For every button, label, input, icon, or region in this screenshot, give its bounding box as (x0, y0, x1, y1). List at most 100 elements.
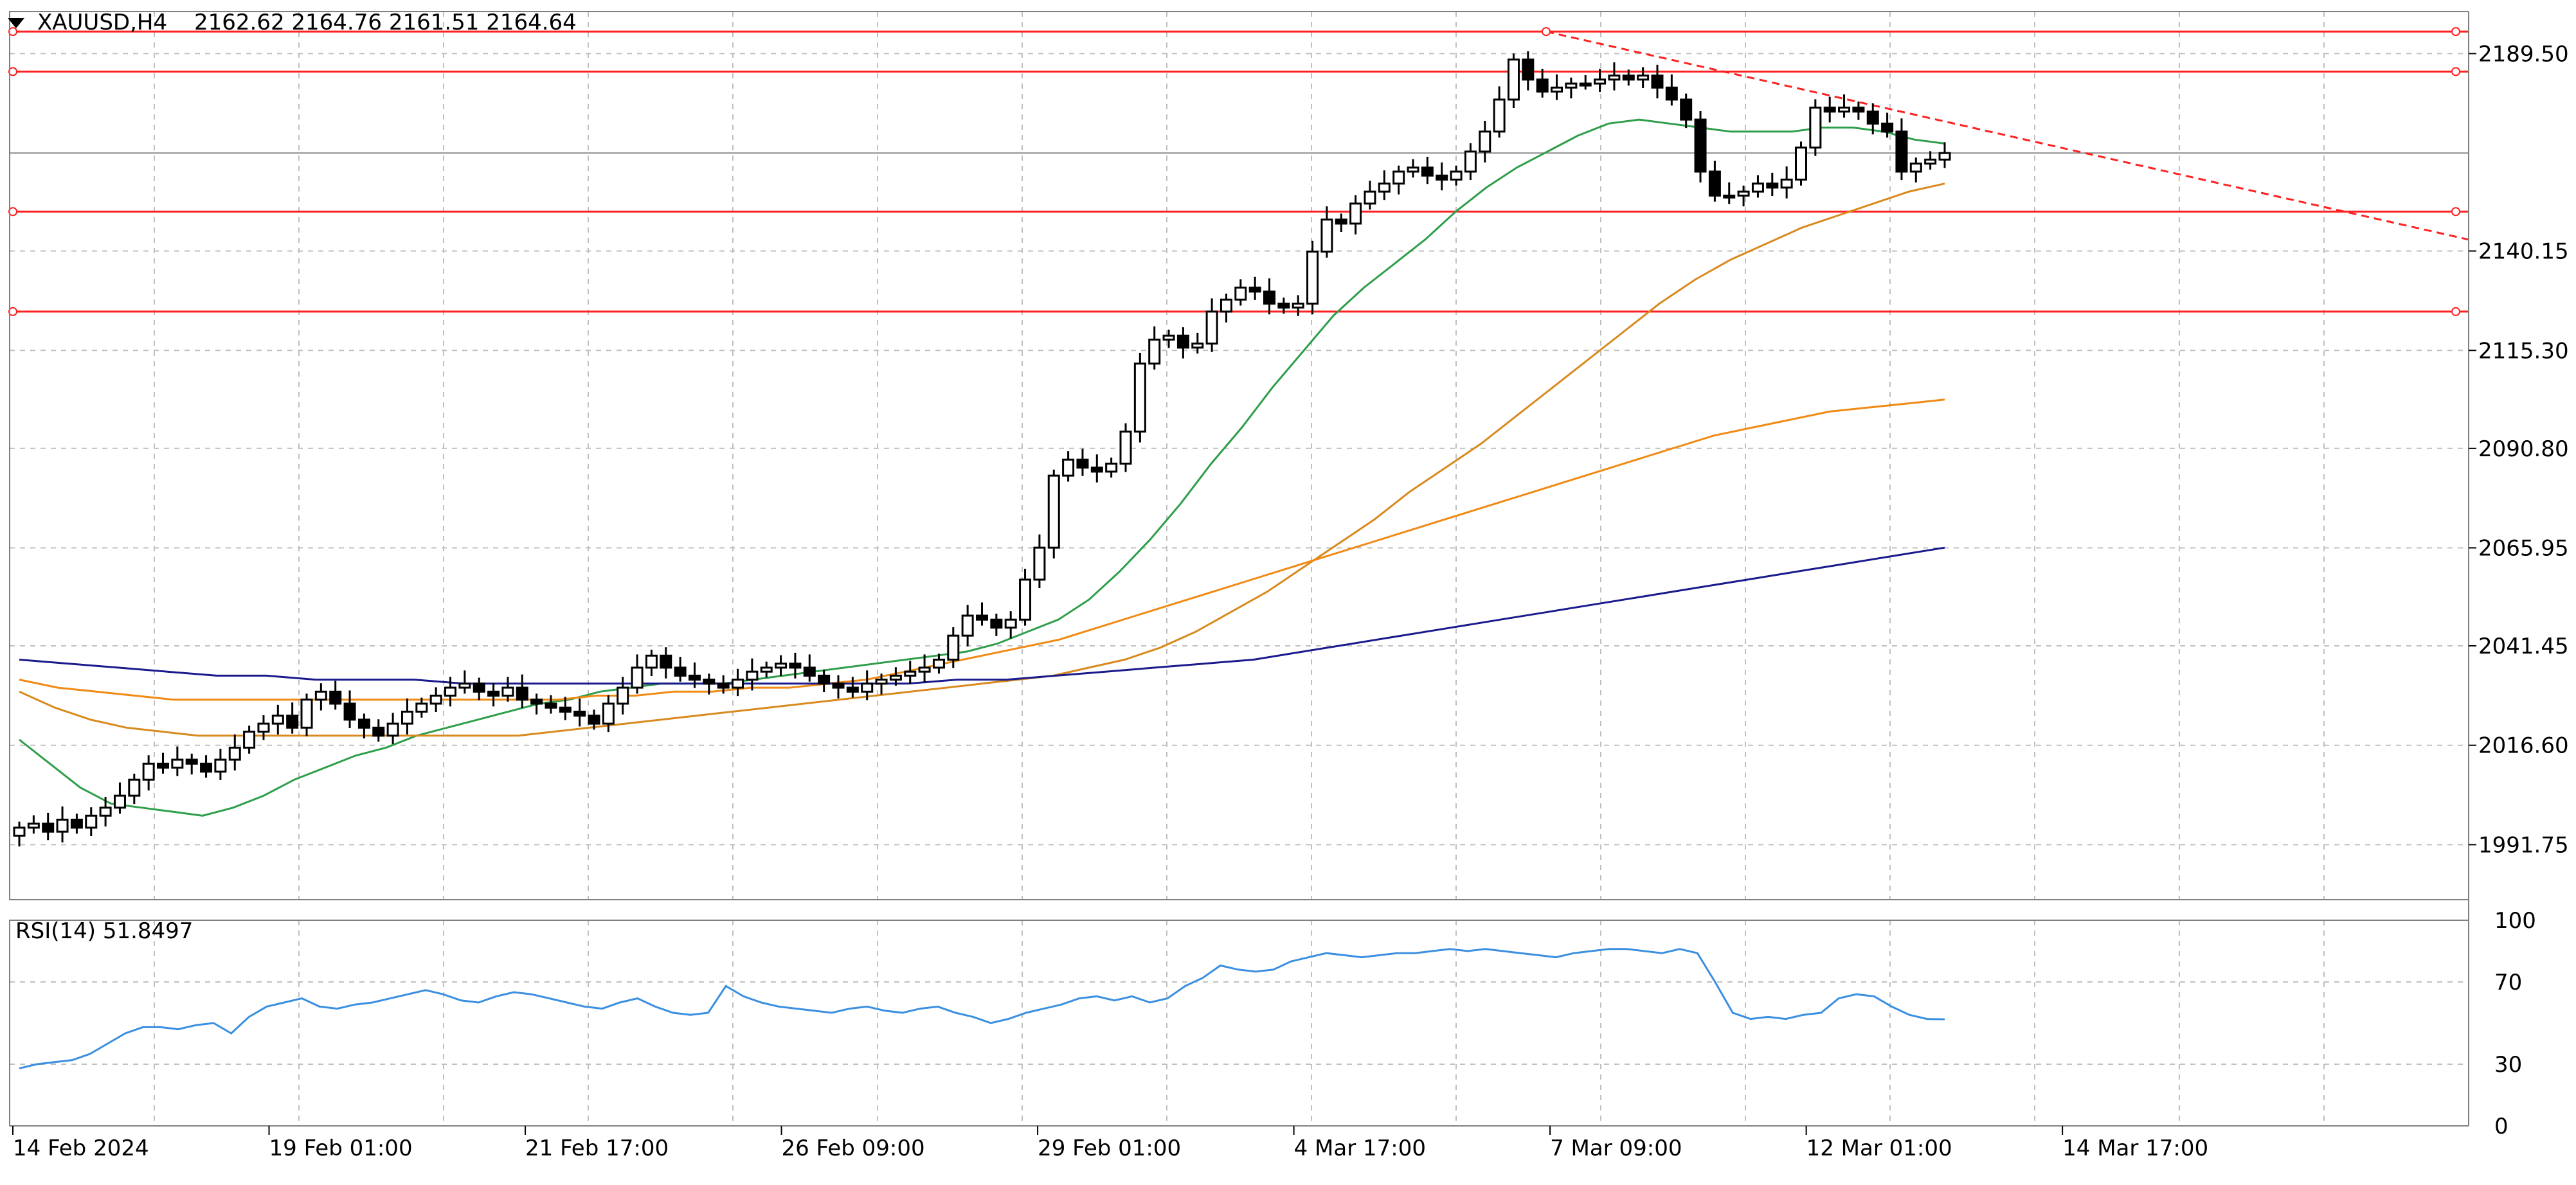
moving-average-line (19, 546, 1945, 685)
candle-body (1694, 118, 1707, 173)
candle-body (1924, 158, 1937, 165)
candle-body (429, 695, 442, 705)
candle-body (1895, 130, 1908, 173)
candle-body (157, 762, 170, 769)
x-tick-label: 14 Feb 2024 (13, 1136, 149, 1161)
candle-body (573, 710, 586, 717)
candle-body (1263, 290, 1276, 305)
candle-body (1148, 338, 1161, 365)
candle-body (343, 702, 356, 721)
x-tick-label: 21 Feb 17:00 (525, 1136, 669, 1161)
trendline-layer[interactable] (1542, 27, 2469, 241)
candle-body (976, 614, 988, 621)
candle-body (818, 674, 831, 685)
rsi-level-label: 70 (2494, 970, 2522, 995)
x-tick-label: 29 Feb 01:00 (1038, 1136, 1181, 1161)
candle-body (1364, 190, 1376, 205)
candle-body (588, 715, 600, 725)
candle-body (688, 674, 701, 681)
candle-body (1507, 58, 1520, 101)
candle-body (501, 686, 514, 697)
candle-body (1306, 251, 1319, 305)
candle-body (1320, 218, 1333, 253)
y-tick-label: 2041.45 (2478, 634, 2569, 659)
candle-body (128, 778, 141, 797)
candle-body (1464, 150, 1477, 173)
level-anchor-right (2451, 207, 2460, 217)
candle-body (832, 682, 845, 689)
candle-body (846, 686, 859, 693)
grid-lines (10, 12, 2469, 1126)
candle-body (875, 679, 888, 685)
moving-average-line (19, 118, 1945, 817)
candle-body (660, 654, 672, 669)
candle-body (1522, 58, 1535, 81)
rsi-label: RSI(14) 51.8497 (15, 918, 193, 944)
candle-body (1565, 82, 1578, 89)
candle-body (1637, 75, 1650, 81)
x-tick-label: 4 Mar 17:00 (1294, 1136, 1426, 1161)
candle-body (286, 715, 299, 729)
moving-averages (19, 118, 1945, 817)
candle-body (674, 666, 687, 677)
candle-body (932, 658, 945, 669)
candle-body (1176, 334, 1189, 349)
x-tick-label: 14 Mar 17:00 (2062, 1136, 2208, 1161)
moving-average-line (19, 183, 1945, 737)
candle-body (1205, 310, 1218, 345)
candle-body (1680, 98, 1693, 121)
candle-body (1076, 458, 1089, 469)
candle-body (1105, 462, 1118, 473)
candle-body (559, 706, 572, 713)
candle-body (803, 666, 816, 677)
candle-body (329, 690, 342, 705)
candle-body (1594, 78, 1607, 85)
candle-body (1450, 170, 1463, 181)
candle-body (314, 690, 327, 701)
candle-body (1407, 166, 1419, 173)
candle-body (1335, 218, 1347, 225)
candle-body (99, 806, 112, 817)
candle-body (1579, 82, 1592, 87)
candle-body (1248, 287, 1261, 293)
candle-body (1737, 190, 1750, 197)
triangle-down-icon[interactable] (8, 18, 24, 28)
candle-body (372, 726, 385, 737)
candle-body (444, 686, 457, 697)
candle-body (1838, 106, 1851, 113)
candle-body (775, 663, 788, 669)
y-tick-label: 2189.50 (2478, 41, 2569, 67)
x-tick-label: 19 Feb 01:00 (269, 1136, 413, 1161)
candle-body (1622, 75, 1635, 81)
candle-body (1479, 130, 1491, 153)
candle-body (861, 682, 874, 693)
rsi-level-label: 0 (2494, 1114, 2508, 1139)
candle-body (789, 663, 802, 669)
candle-body (56, 818, 69, 833)
candle-body (1033, 546, 1046, 581)
rsi-level-label: 100 (2494, 908, 2536, 934)
price-scale-background (2469, 0, 2576, 1185)
candle-body (645, 654, 658, 669)
candle-body (746, 670, 759, 681)
candle-body (357, 718, 370, 729)
candle-body (631, 666, 644, 689)
candle-body (1119, 431, 1132, 465)
candle-body (703, 679, 716, 685)
candle-body (1909, 163, 1922, 173)
candle-body (545, 702, 557, 709)
candle-body (990, 618, 1003, 629)
x-tick-label: 12 Mar 01:00 (1806, 1136, 1952, 1161)
candle-body (1938, 152, 1951, 161)
rsi-layer (19, 948, 1945, 1069)
candle-body (1234, 287, 1247, 301)
candle-body (717, 682, 730, 689)
candle-body (1292, 302, 1304, 309)
candle-body (70, 818, 83, 829)
candle-body (1536, 78, 1549, 93)
candle-body (415, 702, 428, 713)
level-anchor-right (2451, 27, 2460, 37)
candles-layer (13, 51, 1951, 847)
